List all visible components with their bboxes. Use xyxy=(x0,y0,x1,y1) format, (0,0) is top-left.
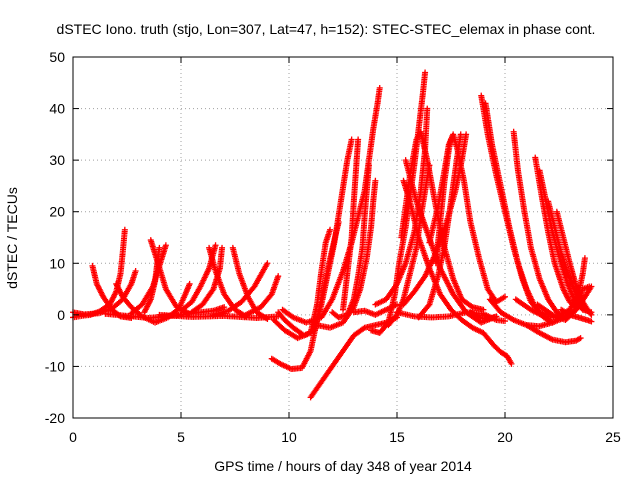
data-point xyxy=(275,273,282,280)
data-point xyxy=(121,226,128,233)
data-point xyxy=(372,301,379,308)
data-point xyxy=(190,308,197,315)
data-point xyxy=(502,318,508,325)
x-tick-label: 15 xyxy=(389,429,405,445)
x-axis-label: GPS time / hours of day 348 of year 2014 xyxy=(214,458,472,474)
data-arc xyxy=(188,244,226,316)
data-layer xyxy=(70,69,595,401)
data-point xyxy=(129,309,136,316)
data-point xyxy=(264,260,271,267)
data-arc xyxy=(372,105,431,308)
data-arc xyxy=(510,128,569,321)
data-arc xyxy=(398,128,487,313)
y-tick-label: -10 xyxy=(45,358,65,374)
y-tick-label: 0 xyxy=(57,307,65,323)
data-point xyxy=(376,84,383,91)
data-point xyxy=(355,136,362,143)
data-point xyxy=(463,131,470,138)
data-arc xyxy=(156,311,282,321)
data-point xyxy=(493,313,500,320)
x-tick-label: 0 xyxy=(69,429,77,445)
data-arc xyxy=(329,162,372,321)
x-tick-label: 10 xyxy=(281,429,297,445)
x-tick-label: 25 xyxy=(605,429,621,445)
data-arc xyxy=(467,309,500,322)
plot-frame xyxy=(72,56,614,419)
data-point xyxy=(221,304,228,311)
data-arc xyxy=(242,273,282,318)
data-point xyxy=(581,255,588,262)
y-tick-label: 50 xyxy=(49,49,65,65)
data-arc xyxy=(486,283,595,330)
data-arc xyxy=(400,131,470,308)
data-point xyxy=(448,136,454,143)
data-point xyxy=(132,268,139,275)
data-arc xyxy=(314,177,379,331)
data-point xyxy=(212,242,219,249)
data-point xyxy=(586,309,593,316)
y-tick-label: 40 xyxy=(49,101,65,117)
data-point xyxy=(156,244,163,251)
data-point xyxy=(508,360,515,367)
data-arc xyxy=(340,136,362,313)
data-point xyxy=(348,136,355,143)
y-tick-label: 30 xyxy=(49,152,65,168)
data-point xyxy=(128,310,135,317)
data-arc xyxy=(70,226,128,321)
y-tick-label: -20 xyxy=(45,410,65,426)
data-point xyxy=(588,318,595,325)
data-arc xyxy=(307,314,400,401)
data-point xyxy=(372,177,379,184)
data-point xyxy=(186,280,193,287)
data-point xyxy=(577,335,584,342)
data-arc xyxy=(268,219,342,373)
data-point xyxy=(394,301,400,308)
data-arc xyxy=(229,244,271,322)
data-point xyxy=(335,219,342,226)
data-arc xyxy=(350,301,400,318)
data-point xyxy=(422,69,429,76)
x-tick-label: 5 xyxy=(177,429,185,445)
data-point xyxy=(457,131,464,138)
data-point xyxy=(365,162,372,169)
data-point xyxy=(327,226,334,233)
y-tick-label: 20 xyxy=(49,204,65,220)
chart-title: dSTEC Iono. truth (stjo, Lon=307, Lat=47… xyxy=(57,21,596,37)
data-point xyxy=(588,283,595,290)
axes: 0 5 10 15 20 25 -20 -10 0 10 20 30 40 50 xyxy=(45,49,621,445)
data-point xyxy=(502,293,508,300)
x-tick-label: 20 xyxy=(497,429,513,445)
data-arc xyxy=(558,306,595,325)
data-arc xyxy=(432,136,454,267)
y-tick-label: 10 xyxy=(49,255,65,271)
y-axis-label: dSTEC / TECUs xyxy=(4,187,20,289)
data-arc xyxy=(128,242,169,317)
grid xyxy=(73,57,613,418)
